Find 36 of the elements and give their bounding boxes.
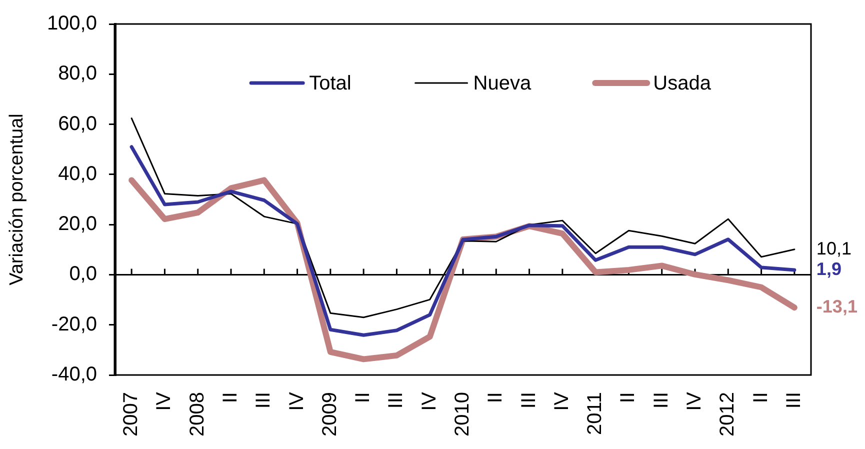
x-tick-label: II [484,392,507,404]
x-tick-label: III [782,392,805,409]
x-tick-label: III [252,392,275,409]
y-tick-label: 60,0 [58,112,97,135]
legend-label: Total [309,72,352,95]
x-tick-label: IV [684,391,706,411]
y-tick-label: 20,0 [58,213,97,236]
x-tick-label: III [518,392,540,409]
y-tick-label: 80,0 [58,62,97,85]
y-tick-label: -20,0 [51,313,97,336]
y-tick-label: -40,0 [51,364,97,386]
x-tick-label: IV [286,391,308,411]
x-tick-label: II [352,392,374,404]
x-tick-label: II [220,392,242,404]
y-tick-label: 0,0 [69,263,97,286]
x-tick-label: III [650,392,672,409]
y-axis-title: Variación porcentual [6,114,28,286]
x-tick-label: II [750,392,772,404]
y-tick-label: 40,0 [58,162,97,185]
data-label: -13,1 [816,296,858,317]
x-tick-label: 2009 [318,392,341,436]
x-tick-label: III [385,392,408,409]
x-tick-label: 2010 [452,392,474,436]
x-tick-label: 2008 [186,392,208,436]
legend-label: Nueva [473,72,532,95]
x-tick-label: IV [418,391,440,411]
data-label: 1,9 [816,258,842,279]
legend-label: Usada [653,72,712,95]
x-tick-label: 2012 [716,392,739,436]
x-tick-label: II [617,392,640,404]
x-tick-label: 2011 [584,392,606,436]
y-tick-label: 100,0 [46,12,97,35]
x-tick-label: IV [153,391,176,411]
data-label: 10,1 [816,238,852,258]
x-tick-label: IV [550,391,573,411]
x-tick-label: 2007 [120,392,142,436]
